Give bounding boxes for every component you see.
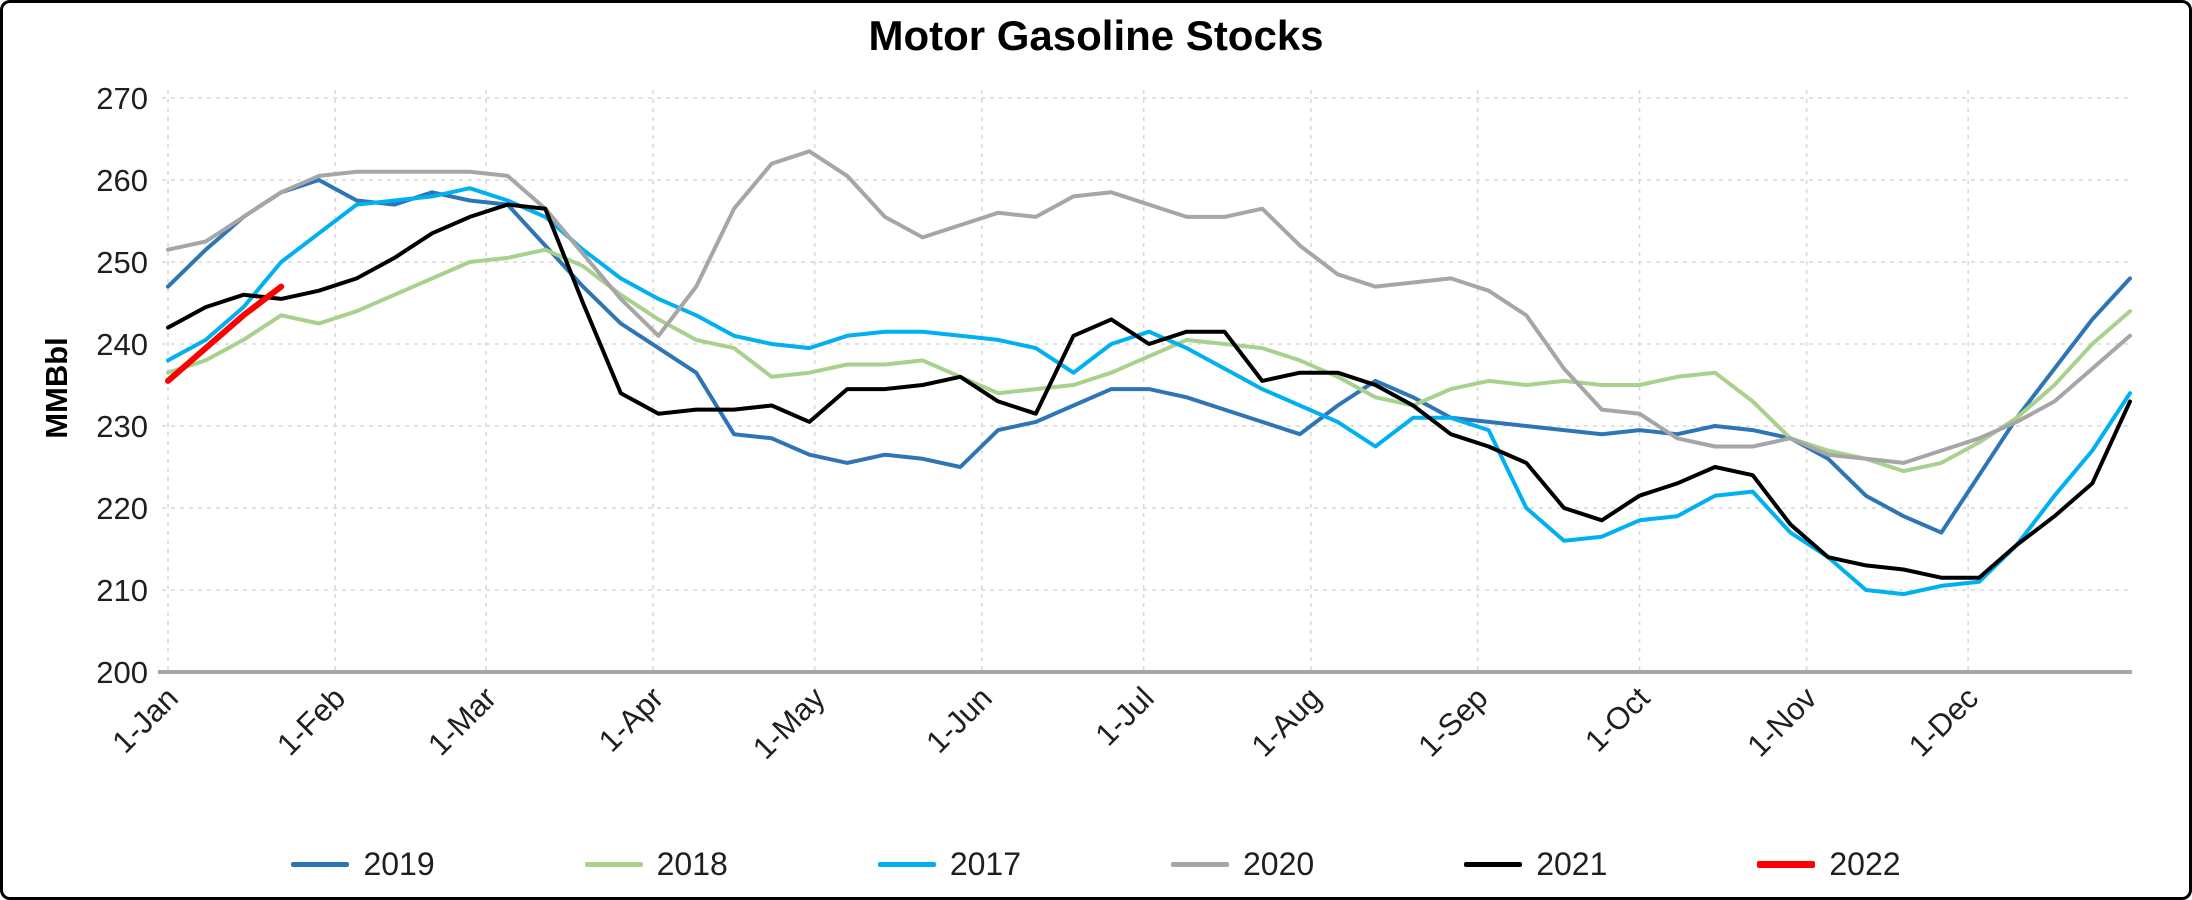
legend-line-swatch-2021 xyxy=(1464,862,1523,867)
legend-label: 2017 xyxy=(949,846,1021,882)
legend-item-2018: 2018 xyxy=(584,846,728,883)
series-line-2022 xyxy=(165,283,285,384)
y-axis-tick-label: 220 xyxy=(96,491,148,526)
legend-line-swatch-2022 xyxy=(1757,861,1816,868)
legend-label: 2021 xyxy=(1536,846,1608,882)
y-axis-tick-label: 270 xyxy=(96,81,148,116)
x-axis-tick-label: 1-Jun xyxy=(919,680,999,760)
legend-item-2020: 2020 xyxy=(1171,846,1314,883)
legend-item-2022: 2022 xyxy=(1757,846,1901,883)
x-axis-tick-label: 1-Nov xyxy=(1740,680,1824,764)
legend-label: 2019 xyxy=(363,846,435,882)
y-axis-tick-label: 200 xyxy=(96,655,148,690)
x-axis-tick: 1-Nov xyxy=(1740,680,1824,764)
x-axis-tick-label: 1-Apr xyxy=(592,680,670,758)
legend-line-swatch-2018 xyxy=(584,862,643,867)
legend-label: 2022 xyxy=(1829,846,1901,882)
x-axis-tick-label: 1-May xyxy=(746,680,832,766)
x-axis-tick: 1-Jun xyxy=(919,680,999,760)
y-axis-tick-label: 260 xyxy=(96,163,148,198)
legend-item-2017: 2017 xyxy=(877,846,1021,883)
y-axis-tick-label: 230 xyxy=(96,409,148,444)
x-axis-tick: 1-Mar xyxy=(421,680,503,762)
x-axis-tick-label: 1-Aug xyxy=(1245,680,1328,763)
legend-line-swatch-2019 xyxy=(291,862,350,867)
chart-legend: 2019 2018 2017 2020 2021 2022 xyxy=(0,846,2192,883)
legend-item-2021: 2021 xyxy=(1464,846,1607,883)
series-line-2018 xyxy=(166,247,2132,474)
series-line-2021 xyxy=(166,202,2132,580)
x-axis-tick-label: 1-Jul xyxy=(1088,680,1160,752)
legend-label: 2020 xyxy=(1243,846,1315,882)
legend-label: 2018 xyxy=(656,846,728,882)
legend-line-swatch-2017 xyxy=(877,862,936,867)
x-axis-tick-label: 1-Sep xyxy=(1411,680,1494,763)
legend-item-2019: 2019 xyxy=(291,846,435,883)
x-axis-tick: 1-Jul xyxy=(1088,680,1160,752)
series-line-2017 xyxy=(166,186,2132,597)
x-axis-tick: 1-May xyxy=(746,680,832,766)
y-axis-tick-label: 250 xyxy=(96,245,148,280)
x-axis-tick-label: 1-Mar xyxy=(421,680,503,762)
chart-title: Motor Gasoline Stocks xyxy=(868,12,1324,59)
x-axis-tick-label: 1-Dec xyxy=(1902,680,1985,763)
x-axis-tick: 1-Apr xyxy=(592,680,670,758)
x-axis-tick: 1-Jan xyxy=(105,680,185,760)
legend-line-swatch-2020 xyxy=(1171,862,1229,867)
x-axis-tick: 1-Dec xyxy=(1902,680,1985,763)
x-axis-tick-label: 1-Feb xyxy=(270,680,352,762)
x-axis-tick: 1-Feb xyxy=(270,680,352,762)
x-axis-tick-label: 1-Oct xyxy=(1578,680,1657,759)
x-axis-tick-label: 1-Jan xyxy=(105,680,185,760)
y-axis-tick-label: 240 xyxy=(96,327,148,362)
x-axis-tick: 1-Oct xyxy=(1578,680,1657,759)
series-line-2020 xyxy=(166,149,2132,465)
x-axis-tick: 1-Sep xyxy=(1411,680,1494,763)
y-axis-tick-label: 210 xyxy=(96,573,148,608)
x-axis-tick: 1-Aug xyxy=(1245,680,1328,763)
